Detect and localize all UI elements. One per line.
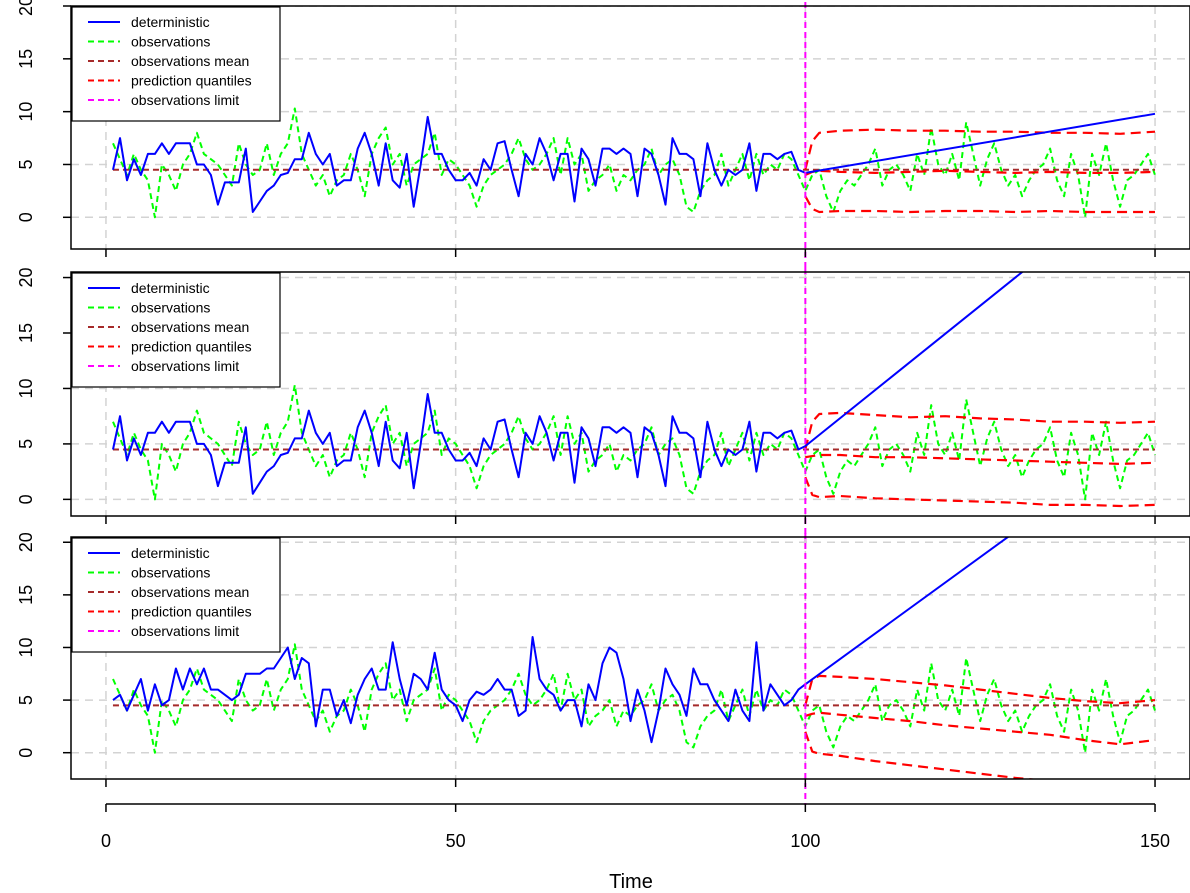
legend-label: prediction quantiles xyxy=(131,339,252,355)
y-tick-label: 0 xyxy=(16,748,36,758)
prediction-quantile-1 xyxy=(804,411,1156,450)
legend-label: observations xyxy=(131,565,210,581)
plot-frame xyxy=(70,5,1190,250)
x-tick-label: 0 xyxy=(101,831,111,851)
y-tick-label: 10 xyxy=(16,378,36,398)
legend: deterministic observations observations me… xyxy=(71,272,281,388)
legend-label: observations xyxy=(131,34,210,50)
y-tick-label: 15 xyxy=(16,323,36,343)
legend-label: prediction quantiles xyxy=(131,73,252,89)
y-tick-label: 20 xyxy=(16,0,36,16)
legend-label: observations limit xyxy=(131,92,239,108)
x-tick-label: 100 xyxy=(790,831,820,851)
y-tick-label: 0 xyxy=(16,494,36,504)
y-tick-label: 10 xyxy=(16,102,36,122)
legend-label: observations mean xyxy=(131,584,249,600)
deterministic-series xyxy=(112,537,1010,744)
panels: 0 5 10 15 20 deterministic observations observa… xyxy=(16,0,1190,805)
panel-1: 0 5 10 15 20 deterministic observations observa… xyxy=(16,0,1190,275)
prediction-quantile-1 xyxy=(804,674,1156,706)
panel-3: 0 5 10 15 20 deterministic observations observa… xyxy=(16,532,1190,805)
x-tick-label: 50 xyxy=(446,831,466,851)
y-tick-label: 20 xyxy=(16,268,36,288)
legend-label: observations mean xyxy=(131,53,249,69)
y-tick-label: 15 xyxy=(16,49,36,69)
legend: deterministic observations observations me… xyxy=(71,537,281,653)
plot-frame xyxy=(70,536,1190,780)
observations-series xyxy=(112,384,1156,501)
legend-box xyxy=(71,537,281,653)
prediction-quantile-2 xyxy=(805,453,1156,465)
x-axis-label: Time xyxy=(609,871,653,893)
observations-series xyxy=(112,643,1156,754)
y-tick-label: 5 xyxy=(16,695,36,705)
legend-label: observations limit xyxy=(131,623,239,639)
prediction-quantile-2 xyxy=(804,711,1156,746)
y-tick-label: 0 xyxy=(16,212,36,222)
y-tick-label: 10 xyxy=(16,637,36,657)
deterministic-series xyxy=(112,272,1024,495)
prediction-quantile-3 xyxy=(804,731,1040,779)
y-tick-label: 20 xyxy=(16,532,36,552)
x-axis: 0 50 100 150 xyxy=(101,803,1170,851)
plot-frame xyxy=(70,271,1190,517)
prediction-quantile-3 xyxy=(804,476,1156,508)
y-tick-label: 15 xyxy=(16,585,36,605)
deterministic-series xyxy=(112,112,1156,213)
legend-label: deterministic xyxy=(131,14,210,30)
legend-label: observations mean xyxy=(131,319,249,335)
y-tick-label: 5 xyxy=(16,159,36,169)
prediction-quantile-2 xyxy=(804,169,1156,177)
legend-box xyxy=(71,272,281,388)
legend-label: observations limit xyxy=(131,358,239,374)
legend-label: prediction quantiles xyxy=(131,604,252,620)
legend-label: deterministic xyxy=(131,280,210,296)
prediction-quantile-3 xyxy=(804,195,1155,214)
legend-box xyxy=(71,6,281,122)
legend-label: deterministic xyxy=(131,545,210,561)
y-tick-label: 5 xyxy=(16,439,36,449)
legend: deterministic observations observations me… xyxy=(71,6,281,122)
observations-series xyxy=(112,107,1156,219)
legend-label: observations xyxy=(131,300,210,316)
x-tick-label: 150 xyxy=(1140,831,1170,851)
panel-2: 0 5 10 15 20 deterministic observations observa… xyxy=(16,268,1190,542)
prediction-quantile-1 xyxy=(804,128,1156,171)
